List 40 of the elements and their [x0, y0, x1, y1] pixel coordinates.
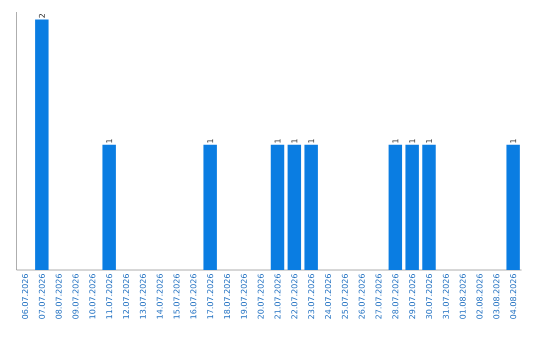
x-tick-label: 29.07.2026: [409, 274, 416, 319]
data-label: 1: [426, 139, 432, 143]
x-tick-label: 11.07.2026: [106, 274, 112, 318]
x-tick-label: 16.07.2026: [190, 274, 196, 318]
x-tick-label: 08.07.2026: [56, 274, 62, 319]
data-label: 1: [291, 139, 298, 143]
x-tick-label: 07.07.2026: [38, 274, 45, 319]
x-tick-label: 20.07.2026: [258, 274, 264, 319]
data-label: 1: [207, 139, 214, 143]
x-tick-label: 18.07.2026: [224, 274, 230, 318]
x-tick-label: 30.07.2026: [426, 274, 432, 319]
x-tick-label: 21.07.2026: [274, 274, 281, 319]
data-label: 1: [106, 139, 112, 143]
data-label: 1: [308, 139, 314, 143]
x-tick-label: 03.08.2026: [493, 274, 500, 319]
x-tick-label: 23.07.2026: [308, 274, 314, 319]
data-label: 1: [409, 139, 416, 143]
x-tick-label: 06.07.2026: [22, 274, 28, 319]
x-tick-label: 15.07.2026: [173, 274, 180, 318]
x-tick-label: 01.08.2026: [460, 274, 466, 319]
x-tick-label: 24.07.2026: [324, 274, 332, 319]
x-tick-label: 10.07.2026: [89, 274, 96, 318]
x-tick-label: 28.07.2026: [392, 274, 398, 319]
data-label: 1: [392, 139, 398, 143]
x-tick-label: 25.07.2026: [342, 274, 348, 319]
data-label: 2: [38, 14, 45, 18]
x-tick-label: 19.07.2026: [240, 274, 247, 318]
data-label: 1: [274, 139, 280, 143]
x-tick-label: 22.07.2026: [291, 274, 298, 319]
data-label: 1: [510, 139, 516, 143]
x-tick-label: 13.07.2026: [140, 274, 146, 318]
x-tick-label: 04.08.2026: [510, 274, 516, 319]
x-tick-label: 12.07.2026: [122, 274, 130, 318]
x-tick-label: 17.07.2026: [207, 274, 214, 318]
x-tick-label: 09.07.2026: [72, 274, 79, 319]
x-tick-label: 27.07.2026: [375, 274, 382, 319]
x-tick-label: 14.07.2026: [156, 274, 163, 318]
x-tick-label: 31.07.2026: [442, 274, 449, 319]
x-tick-label: 26.07.2026: [358, 274, 365, 319]
x-tick-label: 02.08.2026: [476, 274, 483, 319]
